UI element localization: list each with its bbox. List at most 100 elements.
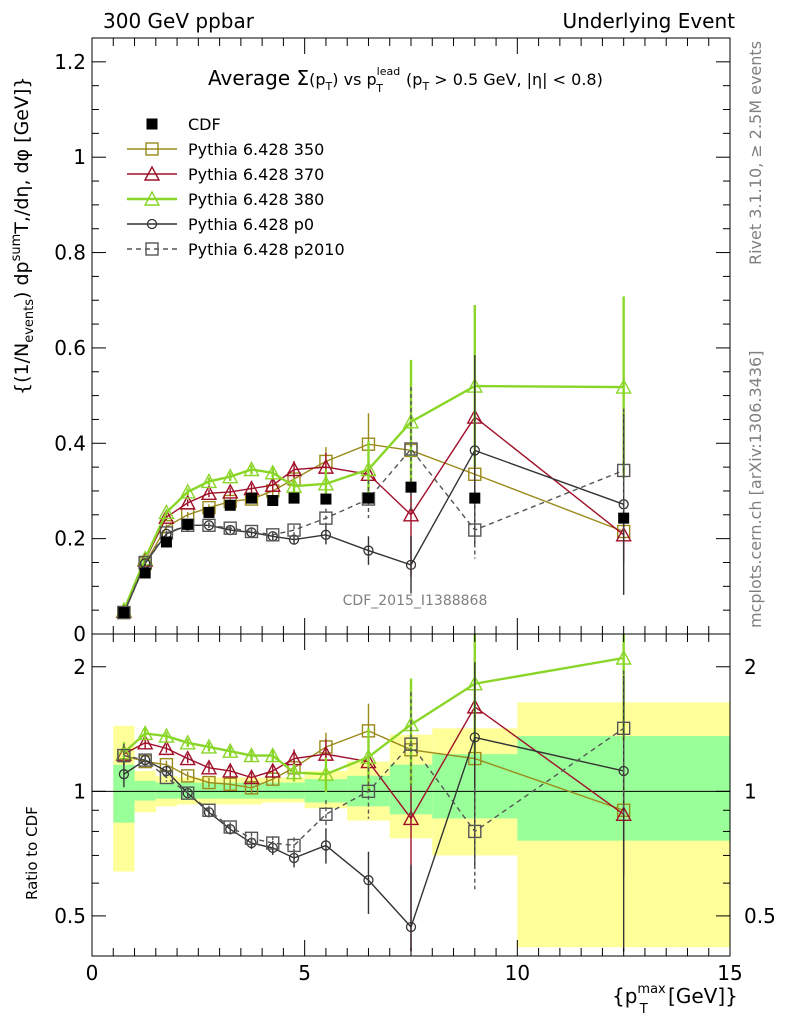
circle-marker (363, 875, 374, 886)
triangle-marker (222, 762, 239, 778)
square-marker (404, 442, 418, 456)
data-point (203, 506, 215, 518)
square-marker (202, 803, 216, 817)
x-axis-label: {pmax T [GeV]} (612, 982, 738, 1017)
square-marker (145, 142, 159, 156)
data-point (288, 492, 300, 504)
data-points-cdf (118, 481, 630, 619)
y-tick-label-ratio-right: 0.5 (744, 904, 776, 928)
data-point (405, 481, 417, 493)
y-tick-label-main: 0.4 (54, 431, 86, 455)
legend-marker (146, 118, 158, 130)
square-marker (616, 721, 631, 736)
data-point (618, 512, 630, 524)
triangle-marker (264, 762, 281, 778)
mcplots-label: mcplots.cern.ch [arXiv:1306.3436] (746, 351, 765, 628)
triangle-marker (317, 475, 335, 491)
series-line (122, 384, 624, 611)
triangle-marker (264, 464, 281, 480)
ratio-uncertainty-bands (113, 702, 730, 948)
square-marker (468, 523, 482, 537)
legend-entry: Pythia 6.428 370 (127, 165, 324, 184)
title-sigma: Σ (297, 66, 310, 90)
x-tick-label: 10 (505, 961, 530, 985)
square-marker (223, 777, 237, 791)
triangle-marker (264, 747, 281, 763)
series-layer (115, 296, 632, 952)
legend-entry: Pythia 6.428 380 (127, 190, 324, 209)
title-arg-close: ) (332, 70, 338, 89)
title-vs: vs p (339, 70, 377, 89)
y-tick-label-ratio: 1 (73, 779, 86, 803)
y-tick-label-main: 0.8 (54, 241, 86, 265)
triangle-marker (179, 483, 196, 499)
y-tick-label-ratio-right: 1 (744, 779, 757, 803)
title-arg-sub: T (325, 80, 333, 93)
triangle-marker (285, 764, 303, 780)
series-line (123, 443, 624, 613)
triangle-marker (402, 809, 420, 826)
axes: 0 0.2 0.4 0.6 0.8 1 1.2 0.5 0.5 1 1 2 2 0 5 10 15 (54, 37, 776, 985)
series-ratio (117, 670, 631, 890)
square-marker (244, 831, 259, 846)
square-marker (223, 521, 237, 535)
square-marker (287, 523, 301, 537)
title-cond: (p (401, 70, 422, 89)
header-left: 300 GeV ppbar (103, 9, 255, 33)
circle-marker (118, 769, 130, 780)
y-tick-label-ratio: 2 (73, 655, 86, 679)
header-right: Underlying Event (562, 9, 735, 33)
square-marker (159, 770, 174, 785)
legend-label: Pythia 6.428 380 (188, 190, 324, 209)
data-point (224, 499, 236, 511)
circle-marker (146, 218, 158, 230)
square-marker (202, 775, 216, 790)
triangle-marker (136, 724, 154, 741)
series-line (123, 449, 624, 614)
triangle-marker (200, 738, 218, 754)
data-point (362, 492, 374, 504)
svg-text:{(1/Nevents) dpsumT,/dη, dφ [G: {(1/Nevents) dpsumT,/dη, dφ [GeV]} (9, 77, 37, 395)
series-ratio-line (123, 730, 624, 811)
title-prefix: Average (208, 66, 297, 90)
circle-marker (320, 529, 332, 540)
data-point (246, 492, 257, 504)
band-inner-bin (283, 782, 305, 799)
series-line (123, 416, 625, 612)
y-tick-label-ratio-right: 2 (744, 655, 757, 679)
square-marker (404, 737, 418, 751)
triangle-marker (264, 476, 281, 492)
triangle-marker (615, 378, 632, 394)
triangle-marker (615, 649, 632, 665)
square-marker (223, 820, 237, 834)
triangle-marker (402, 506, 420, 522)
legend-label: Pythia 6.428 p0 (188, 215, 314, 234)
square-marker (361, 784, 376, 799)
y-axis-label-main: {(1/Nevents) dpsumT,/dη, dφ [GeV]} (9, 77, 37, 395)
square-marker (319, 511, 333, 525)
band-inner-bin (113, 764, 135, 823)
square-marker (244, 524, 259, 539)
triangle-marker (158, 508, 175, 524)
y-tick-label-main: 1.2 (54, 50, 86, 74)
series-ratio (115, 634, 632, 793)
legend-label: Pythia 6.428 350 (188, 140, 324, 159)
y-tick-label-main: 0.2 (54, 527, 86, 551)
y-axis-label-ratio: Ratio to CDF (23, 806, 41, 900)
square-marker (468, 824, 482, 839)
rivet-label: Rivet 3.1.10, ≥ 2.5M events (746, 41, 765, 265)
triangle-marker (158, 739, 175, 756)
triangle-marker (360, 748, 377, 764)
circle-marker (405, 559, 417, 571)
triangle-marker (360, 461, 377, 477)
band-inner-bin (134, 780, 156, 801)
x-tick-label: 5 (298, 961, 311, 985)
plot-title: Average Σ(pT) vs plead T (pT > 0.5 GeV, |… (208, 65, 603, 95)
series-main (115, 296, 632, 617)
legend-label: CDF (188, 115, 221, 134)
data-point (320, 493, 332, 505)
y-tick-label-ratio: 0.5 (54, 904, 86, 928)
triangle-marker (200, 484, 218, 501)
